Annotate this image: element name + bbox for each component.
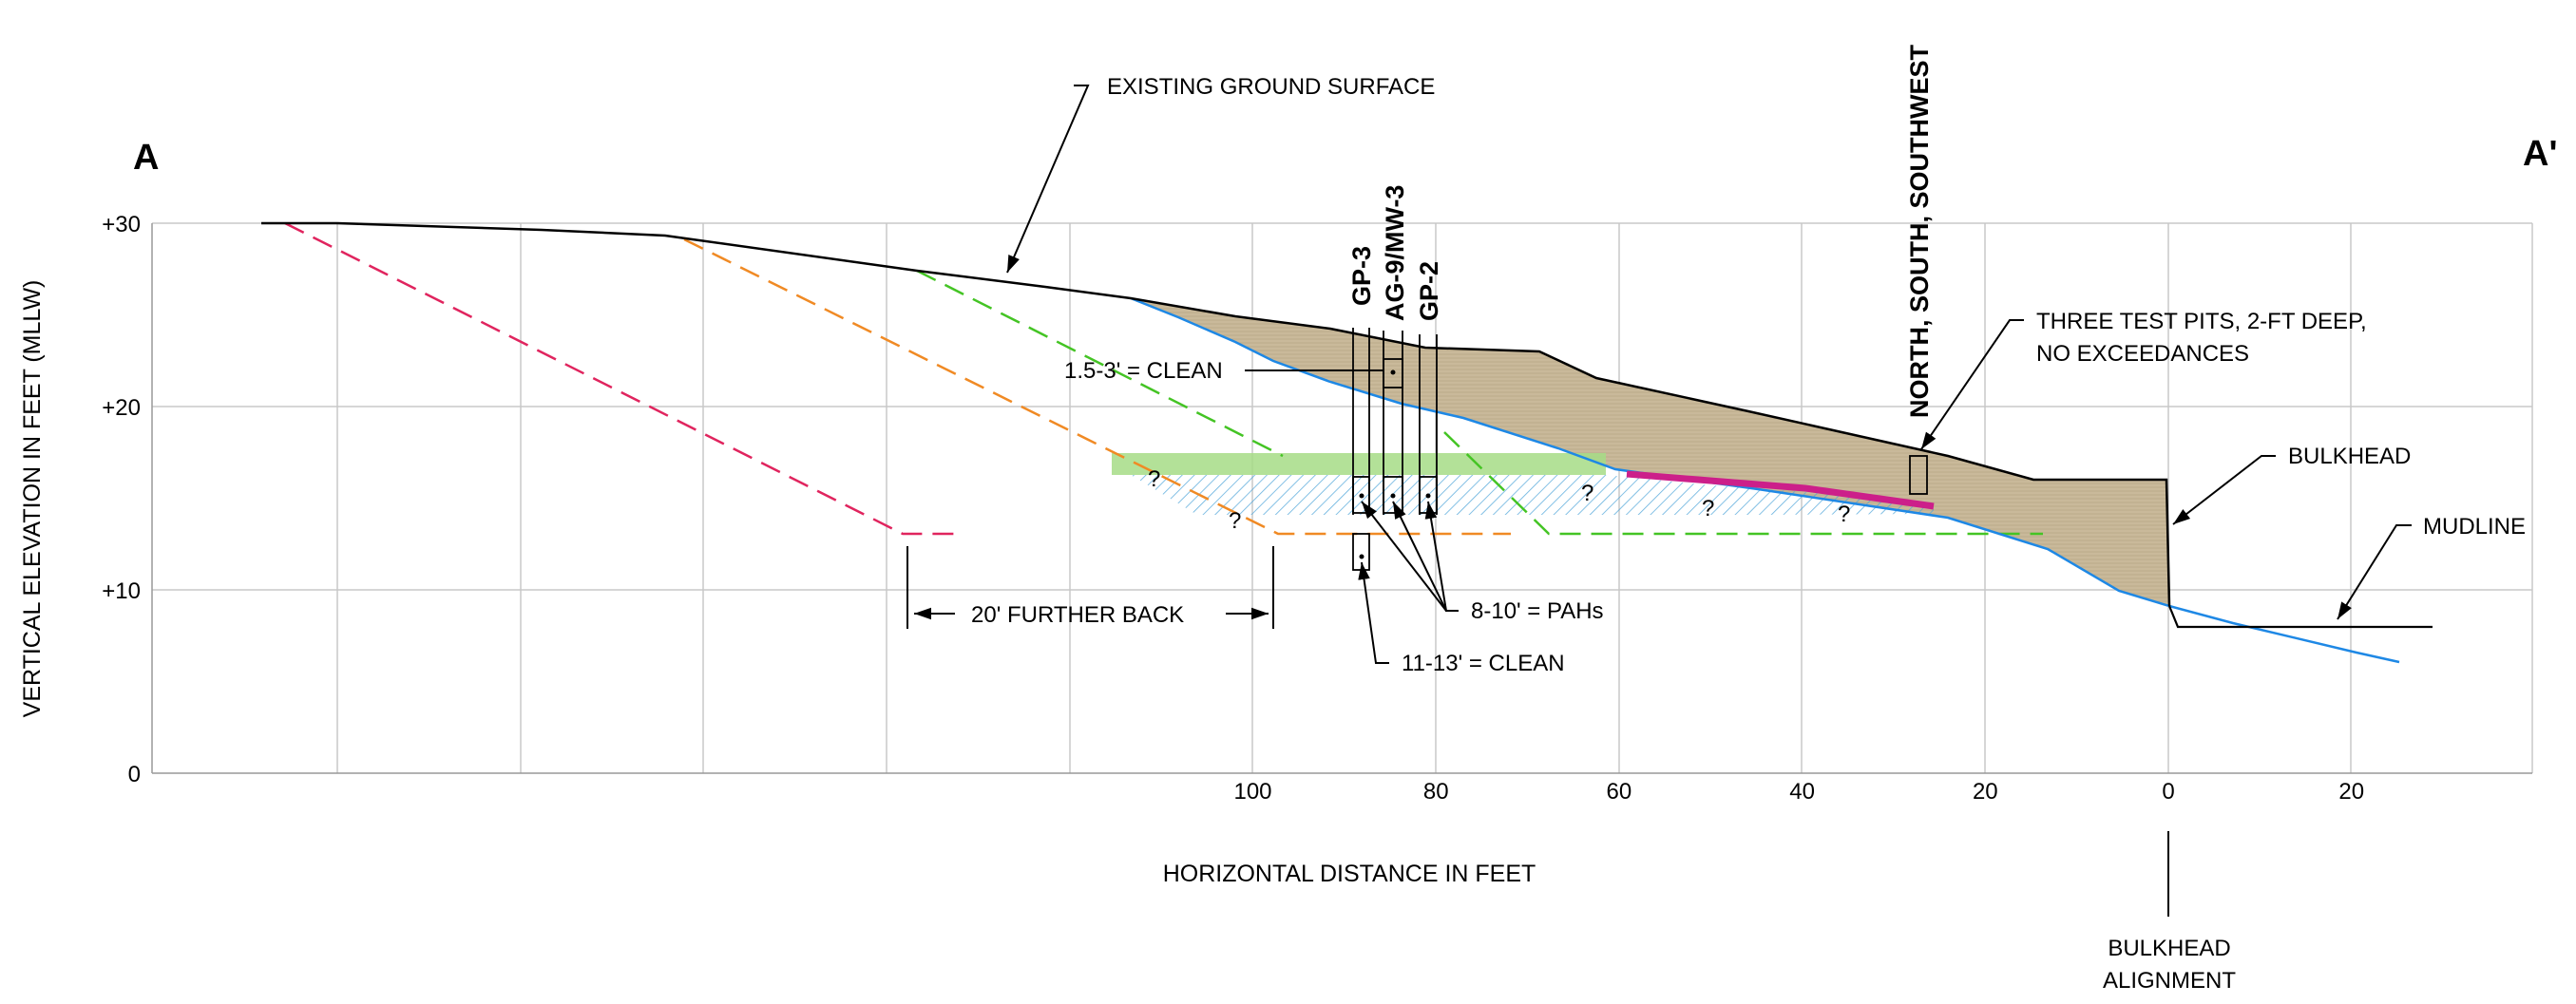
svg-text:?: ? — [1229, 508, 1241, 534]
bulkhead-alignment-callout-1: BULKHEAD — [2108, 936, 2230, 961]
x-tick-label: 0 — [2162, 779, 2174, 805]
section-label-a-prime: A' — [2523, 134, 2557, 174]
svg-text:?: ? — [1581, 481, 1593, 506]
y-tick-label: +20 — [102, 395, 141, 421]
svg-text:?: ? — [1838, 502, 1850, 527]
bulkhead-alignment-callout-2: ALIGNMENT — [2103, 968, 2236, 994]
red-dashed-line — [284, 221, 960, 536]
x-tick-labels: 100 80 60 40 20 0 20 — [1233, 779, 2364, 805]
leader-lines — [906, 85, 2412, 917]
further-back-callout: 20' FURTHER BACK — [971, 602, 1184, 628]
ground-surface-callout: EXISTING GROUND SURFACE — [1107, 74, 1435, 100]
bulkhead-callout: BULKHEAD — [2288, 444, 2411, 469]
sample-dots — [1359, 369, 1431, 559]
boring-label-ag9-mw3: AG-9/MW-3 — [1381, 185, 1409, 321]
x-tick-label: 100 — [1233, 779, 1271, 805]
x-tick-label: 80 — [1423, 779, 1449, 805]
clean-lower-callout: 11-13' = CLEAN — [1402, 651, 1565, 676]
section-label-a: A — [133, 138, 159, 178]
magenta-contamination-line — [1626, 470, 1935, 510]
pah-hatch-zone — [1131, 475, 1934, 515]
x-tick-label: 20 — [2338, 779, 2364, 805]
test-pit — [1909, 455, 1928, 495]
boring-label-gp3: GP-3 — [1347, 246, 1376, 306]
mudline — [2167, 605, 2433, 629]
mudline-callout: MUDLINE — [2423, 514, 2526, 540]
svg-text:?: ? — [1702, 496, 1714, 521]
green-dashed-line — [916, 269, 1284, 458]
question-marks: ? ? ? ? ? — [1148, 466, 1850, 534]
fill-material — [1131, 298, 2169, 606]
green-dashed-line-2 — [1443, 431, 2043, 536]
x-axis-title: HORIZONTAL DISTANCE IN FEET — [1163, 861, 1536, 887]
svg-text:?: ? — [1148, 466, 1160, 492]
green-band — [1112, 453, 1606, 475]
boring-ag9-mw3 — [1383, 331, 1403, 515]
y-tick-label: +10 — [102, 578, 141, 604]
clean-upper-callout: 1.5-3' = CLEAN — [1064, 358, 1223, 384]
test-pits-callout-2: NO EXCEEDANCES — [2036, 341, 2249, 367]
y-axis-title: VERTICAL ELEVATION IN FEET (MLLW) — [19, 280, 46, 718]
x-tick-label: 40 — [1789, 779, 1815, 805]
boring-label-gp2: GP-2 — [1415, 261, 1443, 321]
x-tick-label: 20 — [1973, 779, 1998, 805]
y-tick-labels: +30 +20 +10 0 — [102, 212, 141, 787]
test-pits-label: NORTH, SOUTH, SOUTHWEST — [1905, 45, 1934, 418]
y-tick-label: +30 — [102, 212, 141, 237]
x-tick-label: 60 — [1607, 779, 1632, 805]
pahs-callout: 8-10' = PAHs — [1471, 598, 1604, 624]
y-tick-label: 0 — [128, 762, 141, 787]
test-pits-callout-1: THREE TEST PITS, 2-FT DEEP, — [2036, 309, 2367, 334]
ground-surface-line — [261, 221, 2171, 607]
blue-line — [1130, 296, 2400, 664]
